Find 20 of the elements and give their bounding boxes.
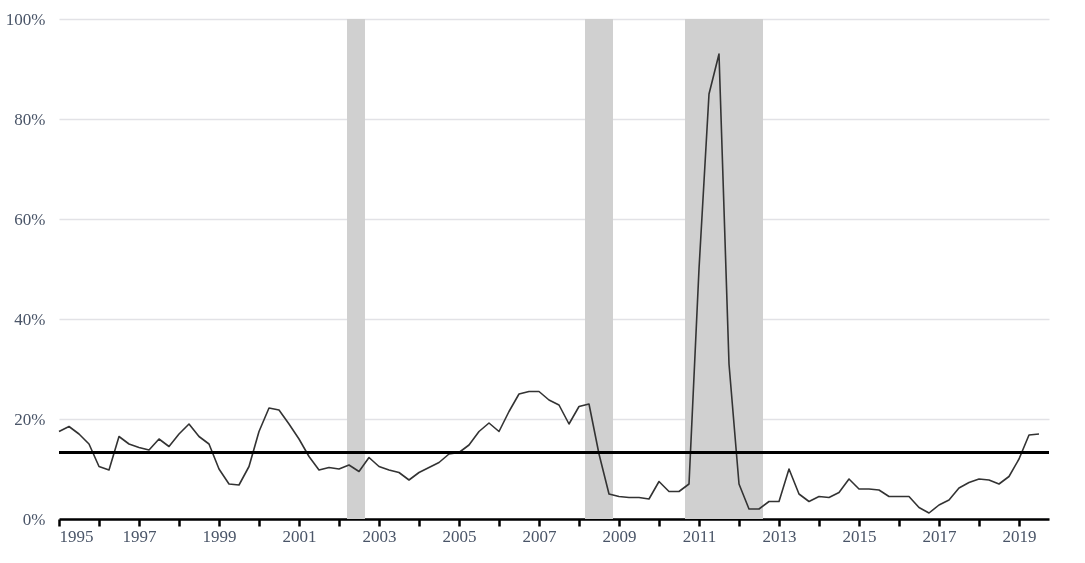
y-tick-label: 100% xyxy=(5,9,46,29)
y-tick-label: 0% xyxy=(22,509,46,529)
x-tick-label: 2013 xyxy=(762,526,797,546)
x-tick-label: 1997 xyxy=(122,526,157,546)
x-tick-label: 2007 xyxy=(522,526,557,546)
x-tick-label: 1999 xyxy=(202,526,237,546)
x-tick-label: 2003 xyxy=(362,526,397,546)
x-tick-label: 2001 xyxy=(282,526,317,546)
x-tick-label: 2015 xyxy=(842,526,877,546)
x-tick-label: 2017 xyxy=(922,526,957,546)
y-tick-label: 80% xyxy=(14,109,46,129)
y-tick-label: 40% xyxy=(14,309,46,329)
y-tick-label: 60% xyxy=(14,209,46,229)
y-tick-label: 20% xyxy=(14,409,46,429)
line-series xyxy=(58,53,1040,514)
x-tick-label: 2011 xyxy=(682,526,717,546)
x-tick-label: 1995 xyxy=(59,526,94,546)
x-tick-label: 2005 xyxy=(442,526,477,546)
x-tick-label: 2019 xyxy=(1002,526,1037,546)
x-tick-label: 2009 xyxy=(602,526,637,546)
